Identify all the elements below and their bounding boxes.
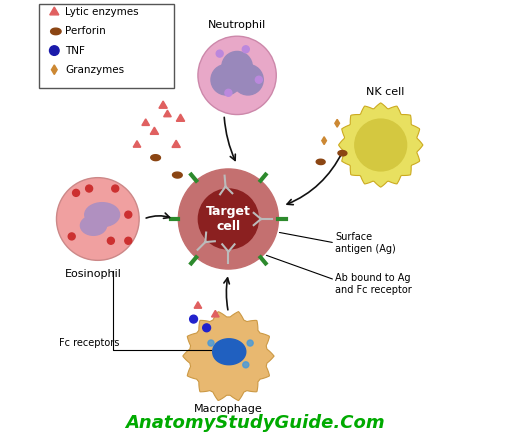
Polygon shape: [213, 339, 246, 365]
Circle shape: [178, 169, 278, 269]
Polygon shape: [51, 65, 57, 74]
Circle shape: [125, 211, 132, 218]
Text: Surface
antigen (Ag): Surface antigen (Ag): [335, 232, 396, 254]
Circle shape: [222, 51, 252, 82]
FancyBboxPatch shape: [39, 4, 174, 88]
Circle shape: [86, 185, 93, 192]
Polygon shape: [142, 119, 150, 125]
Circle shape: [49, 46, 59, 55]
Polygon shape: [164, 110, 171, 117]
Polygon shape: [322, 137, 326, 145]
Circle shape: [216, 50, 223, 57]
Text: Ab bound to Ag
and Fc receptor: Ab bound to Ag and Fc receptor: [335, 273, 412, 295]
Polygon shape: [50, 7, 59, 15]
Text: Fc receptors: Fc receptors: [59, 338, 119, 348]
Polygon shape: [150, 127, 159, 134]
Text: Eosinophil: Eosinophil: [65, 269, 122, 279]
Polygon shape: [338, 151, 347, 156]
Circle shape: [256, 76, 262, 83]
Ellipse shape: [80, 216, 106, 235]
Polygon shape: [339, 103, 423, 187]
Circle shape: [68, 233, 75, 240]
Circle shape: [56, 178, 139, 260]
Text: Granzymes: Granzymes: [65, 65, 124, 75]
Text: NK cell: NK cell: [366, 87, 404, 97]
Circle shape: [125, 237, 132, 244]
Circle shape: [243, 362, 249, 368]
Text: Macrophage: Macrophage: [194, 404, 263, 414]
Text: Target
cell: Target cell: [206, 205, 251, 233]
Polygon shape: [133, 141, 141, 147]
Polygon shape: [212, 311, 219, 317]
Polygon shape: [172, 140, 180, 148]
Circle shape: [211, 64, 241, 95]
Circle shape: [112, 185, 119, 192]
Circle shape: [225, 89, 232, 96]
Circle shape: [198, 36, 276, 115]
Circle shape: [199, 189, 259, 249]
Circle shape: [203, 324, 211, 332]
Text: AnatomyStudyGuide.Com: AnatomyStudyGuide.Com: [125, 414, 384, 432]
Polygon shape: [151, 155, 160, 161]
Circle shape: [233, 64, 263, 95]
Polygon shape: [159, 101, 167, 108]
Polygon shape: [176, 114, 185, 121]
Circle shape: [73, 189, 79, 196]
Polygon shape: [316, 159, 325, 165]
Text: Perforin: Perforin: [65, 26, 106, 36]
Polygon shape: [50, 28, 61, 35]
Polygon shape: [335, 119, 340, 127]
Text: TNF: TNF: [65, 46, 85, 56]
Circle shape: [107, 237, 115, 244]
Circle shape: [190, 315, 197, 323]
Polygon shape: [183, 311, 274, 401]
Text: Lytic enzymes: Lytic enzymes: [65, 7, 139, 17]
Circle shape: [247, 340, 253, 346]
Circle shape: [242, 46, 249, 53]
Polygon shape: [194, 302, 202, 308]
Ellipse shape: [85, 203, 120, 226]
Circle shape: [355, 119, 407, 171]
Circle shape: [208, 340, 214, 346]
Text: Neutrophil: Neutrophil: [208, 20, 266, 30]
Polygon shape: [173, 172, 182, 178]
